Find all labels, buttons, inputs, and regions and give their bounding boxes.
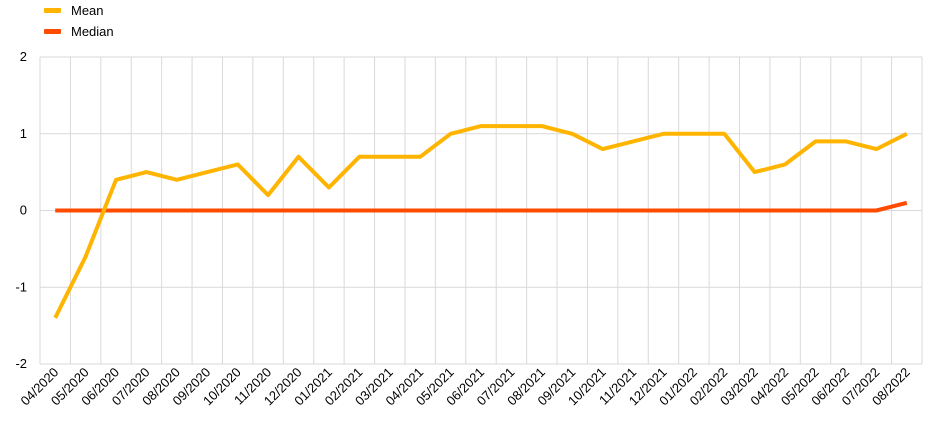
series-line-median — [55, 200, 908, 213]
y-tick-label: 2 — [20, 49, 27, 64]
y-tick-label: 1 — [20, 126, 27, 141]
legend-item-median: Median — [44, 21, 114, 42]
legend-swatch-median — [44, 29, 61, 34]
series-line-mean — [53, 124, 908, 319]
legend-label-median: Median — [71, 24, 114, 39]
legend-swatch-mean — [44, 8, 61, 13]
legend-item-mean: Mean — [44, 0, 114, 21]
legend-label-mean: Mean — [71, 3, 104, 18]
chart-legend: Mean Median — [44, 0, 114, 42]
y-tick-label: -2 — [15, 356, 27, 371]
y-tick-label: 0 — [20, 203, 27, 218]
y-tick-label: -1 — [15, 279, 27, 294]
